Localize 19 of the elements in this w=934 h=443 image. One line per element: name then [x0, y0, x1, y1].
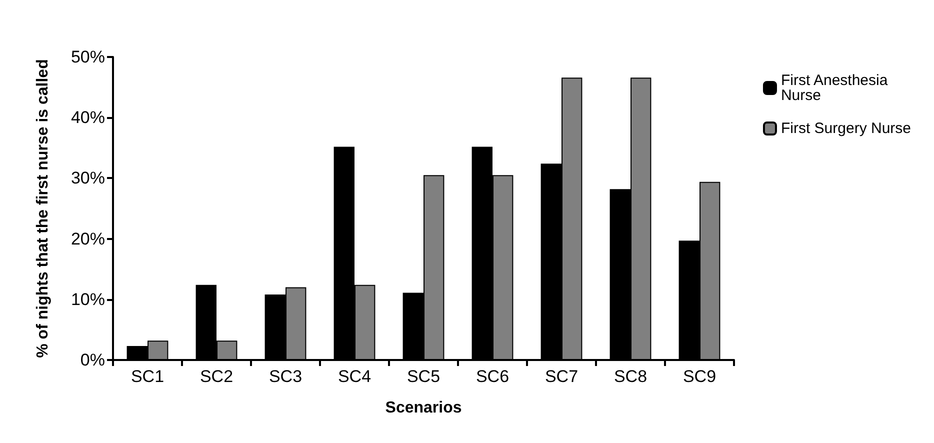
y-tick-label: 0%: [80, 350, 105, 370]
y-tick-label: 10%: [70, 290, 105, 309]
x-tick-label: SC7: [544, 367, 578, 386]
legend-label: First Surgery Nurse: [780, 120, 912, 137]
x-tick-label: SC3: [268, 367, 302, 386]
x-axis-title: Scenarios: [385, 400, 462, 416]
y-tick-label: 20%: [70, 229, 105, 248]
legend-label: First Anesthesia Nurse: [780, 72, 892, 104]
y-tick-label: 50%: [70, 48, 105, 66]
x-tick-label: SC6: [476, 367, 510, 386]
y-axis-title: % of nights that the first nurse is called: [34, 59, 52, 358]
x-tick-label: SC1: [130, 367, 164, 386]
x-tick-label: SC2: [200, 367, 234, 386]
x-tick-label: SC9: [682, 367, 716, 386]
x-tick-label: SC5: [406, 367, 440, 386]
y-tick-label: 30%: [70, 168, 105, 188]
x-tick-label: SC4: [338, 367, 372, 386]
x-tick-label: SC8: [614, 367, 648, 386]
y-tick-label: 40%: [70, 108, 105, 128]
